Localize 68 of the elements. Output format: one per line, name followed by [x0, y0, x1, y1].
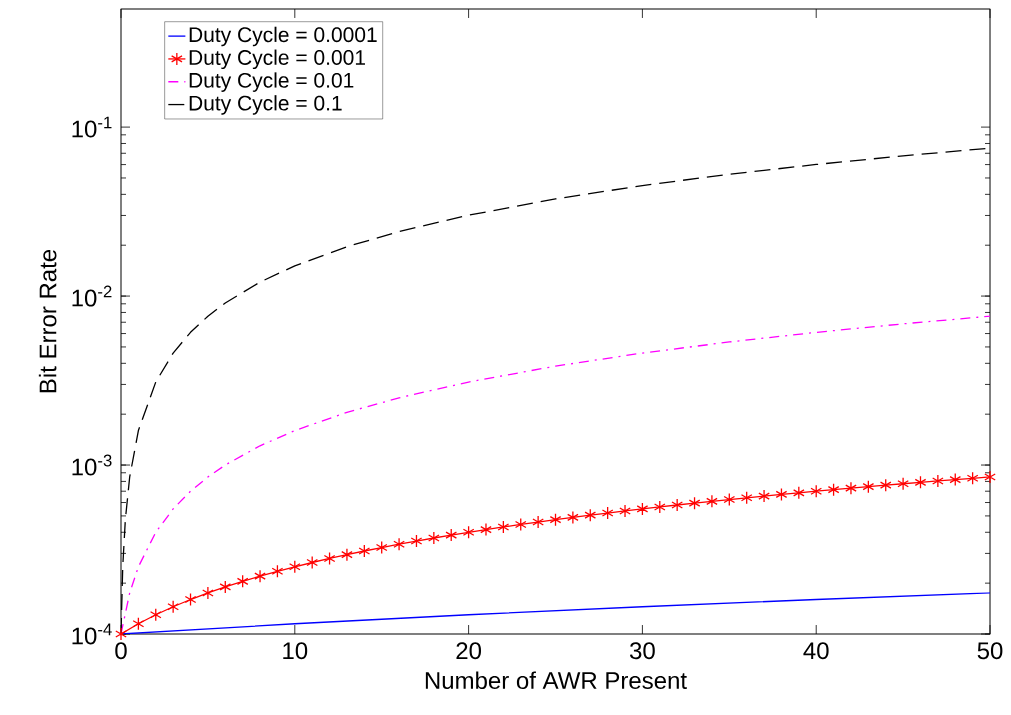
y-tick-label: 10$^{-1}$ — [72, 116, 112, 138]
point — [549, 513, 562, 527]
x-tick-label: 20 — [456, 642, 482, 660]
point — [862, 480, 875, 494]
point — [827, 483, 840, 497]
point — [445, 528, 458, 542]
point — [740, 491, 753, 505]
y-tick-label: 10$^{-3}$ — [72, 454, 112, 476]
point — [949, 472, 962, 487]
point — [428, 531, 440, 545]
point — [723, 492, 736, 507]
point — [236, 574, 249, 588]
y-tick-label: 10$^{-4}$ — [72, 623, 112, 645]
point — [584, 508, 597, 522]
point — [462, 525, 475, 539]
point — [688, 496, 701, 510]
point — [167, 600, 179, 614]
point — [897, 477, 909, 491]
point — [323, 551, 336, 566]
legend-label: Duty Cycle = 0.0001 — [189, 26, 377, 47]
point — [932, 474, 944, 488]
point — [497, 520, 510, 534]
point — [775, 487, 788, 502]
point — [410, 534, 423, 548]
point — [845, 481, 857, 495]
legend-label: Duty Cycle = 0.001 — [189, 49, 365, 70]
point — [375, 540, 388, 555]
point — [288, 560, 301, 574]
point — [879, 478, 892, 492]
point — [984, 470, 996, 484]
point — [358, 544, 371, 558]
x-tick-label: 10 — [283, 642, 308, 660]
legend-label: Duty Cycle = 0.1 — [189, 95, 342, 115]
x-tick-label: 40 — [803, 642, 829, 660]
point — [393, 537, 405, 551]
point — [758, 489, 770, 503]
point — [306, 555, 319, 570]
point — [636, 502, 649, 516]
point — [514, 517, 527, 532]
y-axis-title: Bit Error Rate — [38, 249, 57, 393]
point — [792, 486, 805, 500]
point — [532, 515, 544, 529]
point — [132, 617, 145, 631]
point — [254, 569, 266, 583]
point — [966, 471, 979, 485]
x-tick-label: 0 — [115, 642, 127, 660]
point — [601, 506, 614, 520]
point — [184, 592, 197, 607]
point — [567, 510, 579, 525]
point — [219, 580, 232, 594]
point — [653, 500, 666, 514]
point — [706, 494, 718, 508]
x-tick-label: 50 — [977, 642, 1003, 660]
point — [341, 547, 353, 562]
point — [202, 586, 214, 600]
legend-label: Duty Cycle = 0.01 — [189, 72, 354, 92]
point — [619, 504, 631, 518]
point — [810, 484, 823, 498]
point — [914, 475, 927, 489]
point — [671, 498, 684, 512]
y-tick-label: 10$^{-2}$ — [72, 285, 112, 307]
x-tick-label: 30 — [629, 642, 655, 660]
point — [480, 522, 492, 537]
point — [115, 627, 127, 641]
line-series — [121, 592, 991, 635]
point — [271, 564, 284, 578]
point — [149, 608, 162, 622]
x-axis-title: Number of AWR Present — [425, 671, 687, 690]
